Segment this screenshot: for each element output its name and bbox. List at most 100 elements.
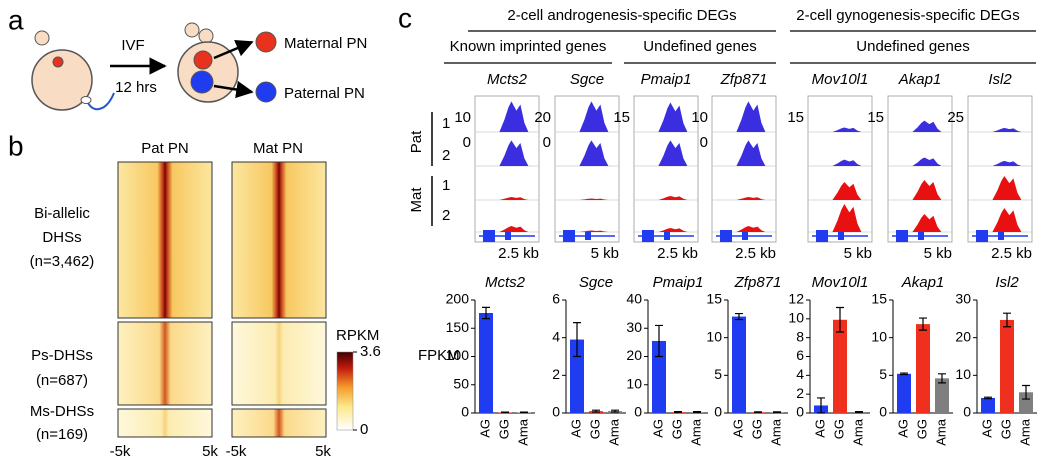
y-tick-label: 0 bbox=[461, 404, 469, 420]
track-peak bbox=[499, 101, 529, 132]
y-tick-label: 0 bbox=[796, 404, 804, 420]
track-tick-label: 15 bbox=[613, 109, 630, 126]
error-bar bbox=[501, 411, 509, 414]
x-tick-label: GG bbox=[998, 419, 1013, 439]
x-tick-label: AG bbox=[650, 419, 665, 438]
x-tick-label: GG bbox=[669, 419, 684, 439]
track-tick-label: 0 bbox=[463, 134, 471, 151]
y-tick-label: 5 bbox=[879, 366, 887, 382]
track-tick-label: 25 bbox=[947, 109, 964, 126]
y-tick-label: 2 bbox=[796, 385, 804, 401]
y-tick-label: 10 bbox=[626, 375, 642, 391]
track-tick-label: 0 bbox=[543, 134, 551, 151]
scale-bar-label: 5 kb bbox=[924, 245, 952, 262]
panel-letter: a bbox=[8, 4, 24, 35]
y-tick-label: 10 bbox=[788, 310, 804, 326]
track-frame bbox=[887, 95, 953, 243]
colorbar-label: RPKM bbox=[336, 327, 379, 344]
heatmap-block bbox=[117, 321, 213, 406]
y-tick-label: 5 bbox=[714, 366, 722, 382]
gene-name: Akap1 bbox=[898, 71, 942, 88]
group-label: (n=687) bbox=[36, 372, 88, 389]
gene-exon bbox=[838, 232, 844, 240]
heatmap-block bbox=[231, 161, 327, 319]
bar bbox=[570, 339, 584, 413]
track-peak bbox=[579, 101, 609, 132]
track-peak bbox=[832, 182, 862, 200]
row-label: Mat bbox=[408, 187, 425, 213]
gene-exon bbox=[585, 232, 591, 240]
track-frame bbox=[633, 95, 699, 243]
bar bbox=[935, 378, 949, 413]
y-tick-label: 10 bbox=[706, 328, 722, 344]
error-bar bbox=[855, 410, 863, 414]
x-tick-label: Ama bbox=[933, 418, 948, 446]
scale-bar-label: 5 kb bbox=[591, 245, 619, 262]
error-bar bbox=[520, 411, 528, 414]
group-label: Bi-allelic bbox=[34, 205, 90, 222]
y-tick-label: 100 bbox=[446, 347, 470, 363]
heatmap-block bbox=[117, 408, 213, 438]
panel-letter: b bbox=[8, 130, 24, 161]
track-peak bbox=[832, 127, 862, 132]
x-tick-label: GG bbox=[496, 419, 511, 439]
column-title: Pat PN bbox=[141, 140, 189, 157]
track-peak bbox=[658, 102, 688, 132]
chart-title: Mov10l1 bbox=[812, 274, 869, 291]
y-tick-label: 15 bbox=[871, 291, 887, 307]
chart-title: Sgce bbox=[579, 274, 613, 291]
column-title: Mat PN bbox=[253, 140, 303, 157]
gene-exon bbox=[664, 232, 670, 240]
colorbar-tick-label: 0 bbox=[360, 421, 368, 438]
group-label: DHSs bbox=[42, 229, 81, 246]
error-bar bbox=[674, 410, 682, 414]
track-peak bbox=[832, 204, 862, 232]
outcome-label: Paternal PN bbox=[284, 85, 365, 102]
y-tick-label: 2 bbox=[552, 366, 560, 382]
group-label: (n=3,462) bbox=[30, 253, 95, 270]
bar bbox=[916, 324, 930, 413]
x-tick-label: AG bbox=[477, 419, 492, 438]
track-tick-label: 15 bbox=[867, 109, 884, 126]
error-bar bbox=[611, 409, 619, 413]
gene-name: Sgce bbox=[570, 71, 604, 88]
y-tick-label: 0 bbox=[963, 404, 971, 420]
bar bbox=[833, 319, 847, 413]
y-tick-label: 10 bbox=[955, 366, 971, 382]
gene-exon bbox=[918, 232, 924, 240]
replicate-label: 1 bbox=[442, 177, 450, 194]
gene-exon bbox=[483, 230, 495, 242]
subgroup-title: Undefined genes bbox=[856, 38, 969, 55]
track-peak bbox=[912, 214, 942, 232]
track-peak bbox=[579, 140, 609, 166]
y-tick-label: 12 bbox=[788, 291, 804, 307]
x-tick-label: AG bbox=[568, 419, 583, 438]
track-peak bbox=[832, 159, 862, 166]
bar bbox=[981, 397, 995, 413]
track-frame bbox=[554, 95, 620, 243]
x-tick-label: 5k bbox=[202, 443, 218, 460]
bar bbox=[1019, 392, 1033, 413]
bar bbox=[652, 340, 666, 413]
scale-bar-label: 2.5 kb bbox=[657, 245, 698, 262]
bar bbox=[732, 316, 746, 413]
y-tick-label: 0 bbox=[552, 404, 560, 420]
bar bbox=[1000, 319, 1014, 413]
error-bar bbox=[938, 373, 946, 384]
gene-exon bbox=[505, 232, 511, 240]
track-peak bbox=[736, 101, 766, 132]
track-peak bbox=[992, 208, 1022, 232]
track-peak bbox=[658, 196, 688, 200]
error-bar bbox=[984, 396, 992, 400]
track-peak bbox=[912, 157, 942, 166]
error-bar bbox=[735, 312, 743, 321]
group-label: (n=169) bbox=[36, 426, 88, 443]
y-tick-label: 30 bbox=[626, 319, 642, 335]
error-bar bbox=[592, 409, 600, 413]
gene-exon bbox=[742, 232, 748, 240]
y-tick-label: 30 bbox=[955, 291, 971, 307]
step-label: IVF bbox=[121, 37, 144, 54]
track-tick-label: 0 bbox=[700, 134, 708, 151]
track-frame bbox=[807, 95, 873, 243]
y-tick-label: 0 bbox=[879, 404, 887, 420]
